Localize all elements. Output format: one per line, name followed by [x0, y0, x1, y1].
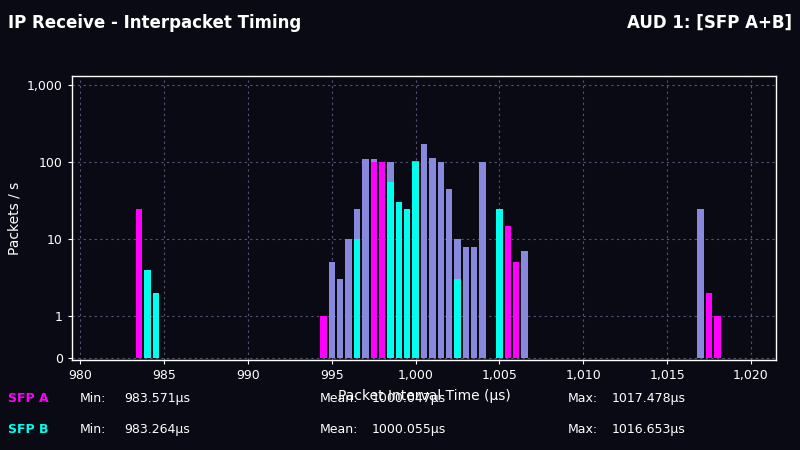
Bar — [153, 293, 159, 358]
Bar — [496, 209, 502, 358]
Bar — [429, 158, 435, 358]
Bar — [144, 270, 150, 358]
Bar — [438, 162, 444, 358]
Text: Mean:: Mean: — [320, 392, 358, 405]
Bar — [714, 316, 721, 358]
Text: 1000.055μs: 1000.055μs — [372, 423, 446, 436]
Bar — [496, 209, 502, 358]
Bar — [413, 162, 419, 358]
Text: Min:: Min: — [80, 423, 106, 436]
Text: Max:: Max: — [568, 392, 598, 405]
Bar — [505, 225, 511, 358]
Bar — [471, 247, 478, 358]
Text: 1000.047μs: 1000.047μs — [372, 392, 446, 405]
Y-axis label: Packets / s: Packets / s — [7, 182, 22, 255]
Bar — [354, 209, 360, 358]
Text: SFP A: SFP A — [8, 392, 49, 405]
Bar — [320, 316, 326, 358]
Bar — [522, 251, 528, 358]
Text: Min:: Min: — [80, 392, 106, 405]
Bar — [144, 279, 150, 358]
Bar — [337, 279, 343, 358]
Bar — [136, 209, 142, 358]
Bar — [387, 216, 394, 358]
Bar — [370, 162, 377, 358]
Bar — [354, 239, 360, 358]
Text: Max:: Max: — [568, 423, 598, 436]
Bar — [404, 209, 410, 358]
Text: 983.264μs: 983.264μs — [124, 423, 190, 436]
Bar — [320, 316, 326, 358]
Bar — [396, 225, 402, 358]
Bar — [379, 162, 386, 358]
Bar — [346, 239, 352, 358]
Bar — [379, 162, 386, 358]
Text: Mean:: Mean: — [320, 423, 358, 436]
Bar — [505, 225, 511, 358]
Bar — [396, 202, 402, 358]
Bar — [370, 159, 377, 358]
Bar — [329, 262, 335, 358]
Text: SFP B: SFP B — [8, 423, 49, 436]
Bar — [698, 209, 704, 358]
Bar — [362, 159, 369, 358]
Bar — [454, 279, 461, 358]
Text: IP Receive - Interpacket Timing: IP Receive - Interpacket Timing — [8, 14, 302, 32]
Bar — [413, 161, 419, 358]
Bar — [404, 209, 410, 358]
Bar — [706, 293, 712, 358]
Bar — [446, 189, 452, 358]
Bar — [513, 262, 519, 358]
X-axis label: Packet Interval Time (μs): Packet Interval Time (μs) — [338, 389, 510, 403]
Bar — [513, 262, 519, 358]
Bar — [153, 293, 159, 358]
Bar — [454, 239, 461, 358]
Bar — [462, 247, 469, 358]
Bar — [387, 162, 394, 358]
Bar — [396, 202, 402, 358]
Bar — [421, 144, 427, 358]
Bar — [479, 162, 486, 358]
Text: 1016.653μs: 1016.653μs — [612, 423, 686, 436]
Bar — [706, 293, 712, 358]
Text: 983.571μs: 983.571μs — [124, 392, 190, 405]
Text: 1017.478μs: 1017.478μs — [612, 392, 686, 405]
Text: AUD 1: [SFP A+B]: AUD 1: [SFP A+B] — [627, 14, 792, 32]
Bar — [387, 182, 394, 358]
Bar — [136, 216, 142, 358]
